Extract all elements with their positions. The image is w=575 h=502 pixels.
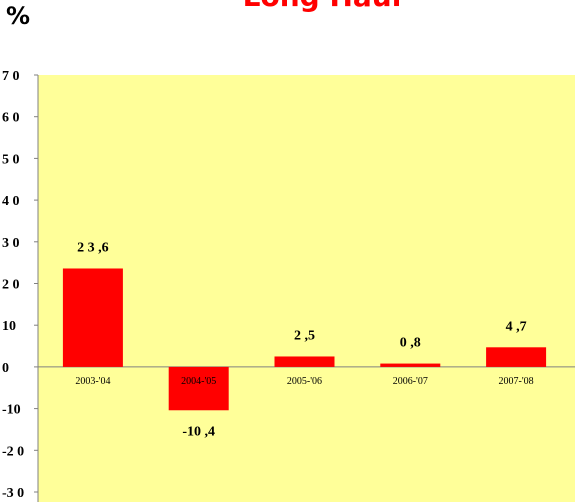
y-tick-label: 4 0 — [2, 194, 20, 209]
bar — [274, 356, 335, 367]
data-label: 2 3 ,6 — [77, 240, 109, 255]
y-tick-label: -2 0 — [2, 444, 24, 459]
unit-label: % — [6, 2, 30, 30]
data-label: 0 ,8 — [400, 336, 421, 351]
y-tick-label: -3 0 — [2, 486, 24, 501]
data-label: 4 ,7 — [506, 319, 527, 334]
plot-area — [38, 75, 575, 502]
x-tick-label: 2007-'08 — [499, 376, 534, 387]
y-tick-label: 5 0 — [2, 152, 20, 167]
data-labels: 2 3 ,6 -10 ,4 2 ,5 0 ,8 4 ,7 — [77, 240, 526, 439]
y-axis-ticks: 7 0 6 0 5 0 4 0 3 0 2 0 10 0 -10 -2 0 -3 0 — [2, 69, 38, 501]
y-tick-label: 6 0 — [2, 111, 20, 126]
x-tick-label: 2004-'05 — [181, 376, 216, 387]
data-label: -10 ,4 — [182, 424, 215, 439]
x-tick-label: 2005-'06 — [287, 376, 322, 387]
bar — [380, 363, 441, 367]
y-tick-label: 3 0 — [2, 236, 20, 251]
y-tick-label: 7 0 — [2, 69, 20, 84]
data-label: 2 ,5 — [294, 328, 315, 343]
y-tick-label: -10 — [2, 403, 21, 418]
x-axis-ticks: 2003-'04 2004-'05 2005-'06 2006-'07 2007-'08 — [75, 376, 533, 387]
y-tick-label: 10 — [2, 319, 16, 334]
bars — [62, 268, 547, 411]
y-tick-label: 0 — [2, 361, 9, 376]
chart-title: Long Haul — [243, 0, 402, 13]
x-tick-label: 2006-'07 — [393, 376, 428, 387]
bar — [486, 347, 547, 367]
bar — [62, 268, 123, 367]
y-tick-label: 2 0 — [2, 278, 20, 293]
bar — [168, 366, 229, 411]
x-tick-label: 2003-'04 — [75, 376, 110, 387]
